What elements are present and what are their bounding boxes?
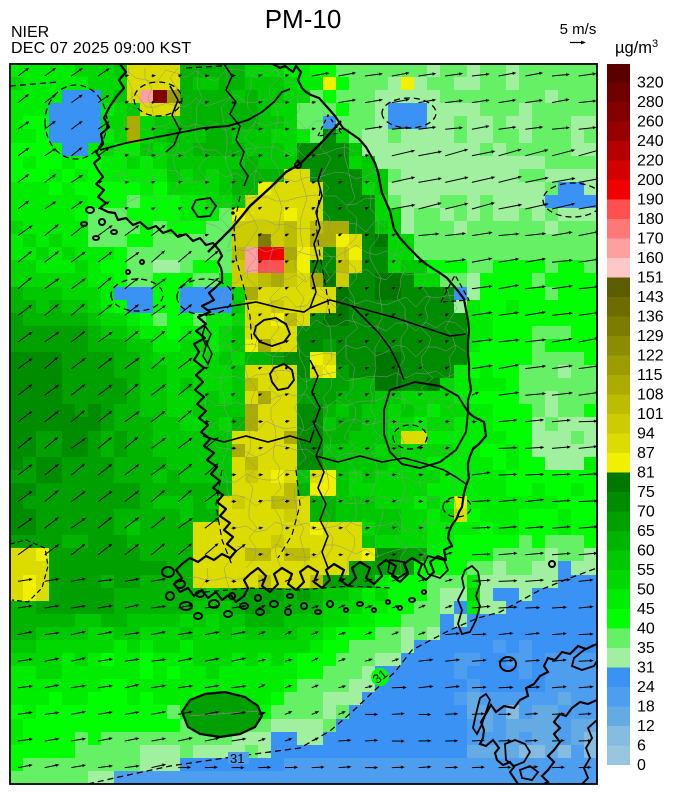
svg-text:320: 320	[637, 75, 664, 92]
svg-text:108: 108	[637, 387, 664, 404]
svg-text:143: 143	[637, 289, 664, 306]
svg-text:12: 12	[637, 718, 655, 735]
svg-text:5 m/s: 5 m/s	[560, 21, 597, 38]
svg-text:65: 65	[637, 523, 655, 540]
svg-text:55: 55	[637, 562, 655, 579]
svg-text:µg/m3: µg/m3	[615, 38, 658, 57]
svg-text:31: 31	[637, 660, 655, 677]
svg-text:6: 6	[637, 738, 646, 755]
svg-text:70: 70	[637, 504, 655, 521]
svg-text:35: 35	[637, 640, 655, 657]
svg-text:94: 94	[637, 426, 655, 443]
svg-text:136: 136	[637, 309, 664, 326]
svg-text:101: 101	[637, 406, 664, 423]
svg-text:122: 122	[637, 348, 664, 365]
svg-text:170: 170	[637, 231, 664, 248]
svg-text:18: 18	[637, 699, 655, 716]
svg-text:115: 115	[637, 367, 663, 384]
svg-text:129: 129	[637, 328, 664, 345]
svg-text:75: 75	[637, 484, 655, 501]
svg-text:PM-10: PM-10	[265, 4, 342, 34]
svg-text:0: 0	[637, 757, 646, 774]
svg-text:220: 220	[637, 153, 664, 170]
svg-text:200: 200	[637, 172, 664, 189]
svg-text:50: 50	[637, 582, 655, 599]
svg-text:240: 240	[637, 133, 664, 150]
svg-text:280: 280	[637, 94, 664, 111]
svg-text:180: 180	[637, 211, 664, 228]
svg-text:190: 190	[637, 192, 664, 209]
svg-text:81: 81	[637, 465, 655, 482]
svg-text:NIER: NIER	[11, 24, 49, 41]
svg-text:60: 60	[637, 543, 655, 560]
svg-text:87: 87	[637, 445, 655, 462]
svg-text:260: 260	[637, 114, 664, 131]
svg-text:40: 40	[637, 621, 655, 638]
svg-text:31: 31	[230, 751, 244, 766]
svg-text:DEC 07 2025 09:00 KST: DEC 07 2025 09:00 KST	[11, 40, 191, 57]
svg-text:45: 45	[637, 601, 655, 618]
svg-text:151: 151	[637, 270, 664, 287]
svg-text:24: 24	[637, 679, 655, 696]
svg-text:160: 160	[637, 250, 664, 267]
